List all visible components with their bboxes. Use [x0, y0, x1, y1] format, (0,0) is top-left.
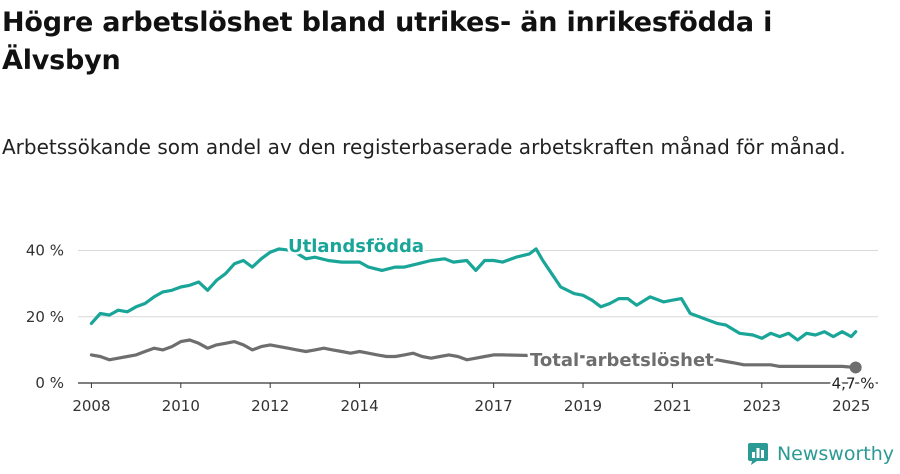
end-point-marker [849, 361, 862, 374]
x-tick-label: 2019 [564, 397, 602, 415]
x-tick-label: 2010 [162, 397, 200, 415]
y-tick-label: 0 % [35, 374, 64, 392]
y-tick-label: 20 % [26, 308, 64, 326]
series-line-total [89, 338, 858, 369]
x-tick-label: 2021 [653, 397, 691, 415]
y-tick-label: 40 % [26, 242, 64, 260]
brand: Newsworthy [747, 442, 894, 466]
line-chart: 0 % 20 % 40 % 2008 2010 2012 2014 2017 2019 2021… [26, 234, 878, 415]
series-labels: Utlandsfödda Total arbetslöshet 4,7 % [286, 234, 878, 395]
chart-subtitle: Arbetssökande som andel av den registerb… [2, 135, 846, 159]
series-line-utlandsfodda [89, 247, 858, 342]
end-value-label: 4,7 % [832, 374, 875, 392]
x-tick-label: 2008 [72, 397, 110, 415]
series-label-utlandsfodda: Utlandsfödda [288, 236, 424, 257]
x-axis-ticks: 2008 2010 2012 2014 2017 2019 2021 2023 2025 [72, 383, 870, 415]
chart-title: Högre arbetslöshet bland utrikes- än inr… [2, 7, 773, 76]
x-tick-label: 2025 [832, 397, 870, 415]
brand-name: Newsworthy [776, 443, 894, 465]
grid-lines [78, 250, 878, 384]
x-tick-label: 2023 [743, 397, 781, 415]
x-tick-label: 2017 [475, 397, 513, 415]
x-tick-label: 2012 [251, 397, 289, 415]
y-axis-ticks: 0 % 20 % 40 % [26, 242, 64, 392]
series-label-total: Total arbetslöshet [530, 350, 714, 371]
x-tick-label: 2014 [340, 397, 378, 415]
newsworthy-logo-icon [747, 443, 768, 465]
series-lines [89, 247, 862, 374]
